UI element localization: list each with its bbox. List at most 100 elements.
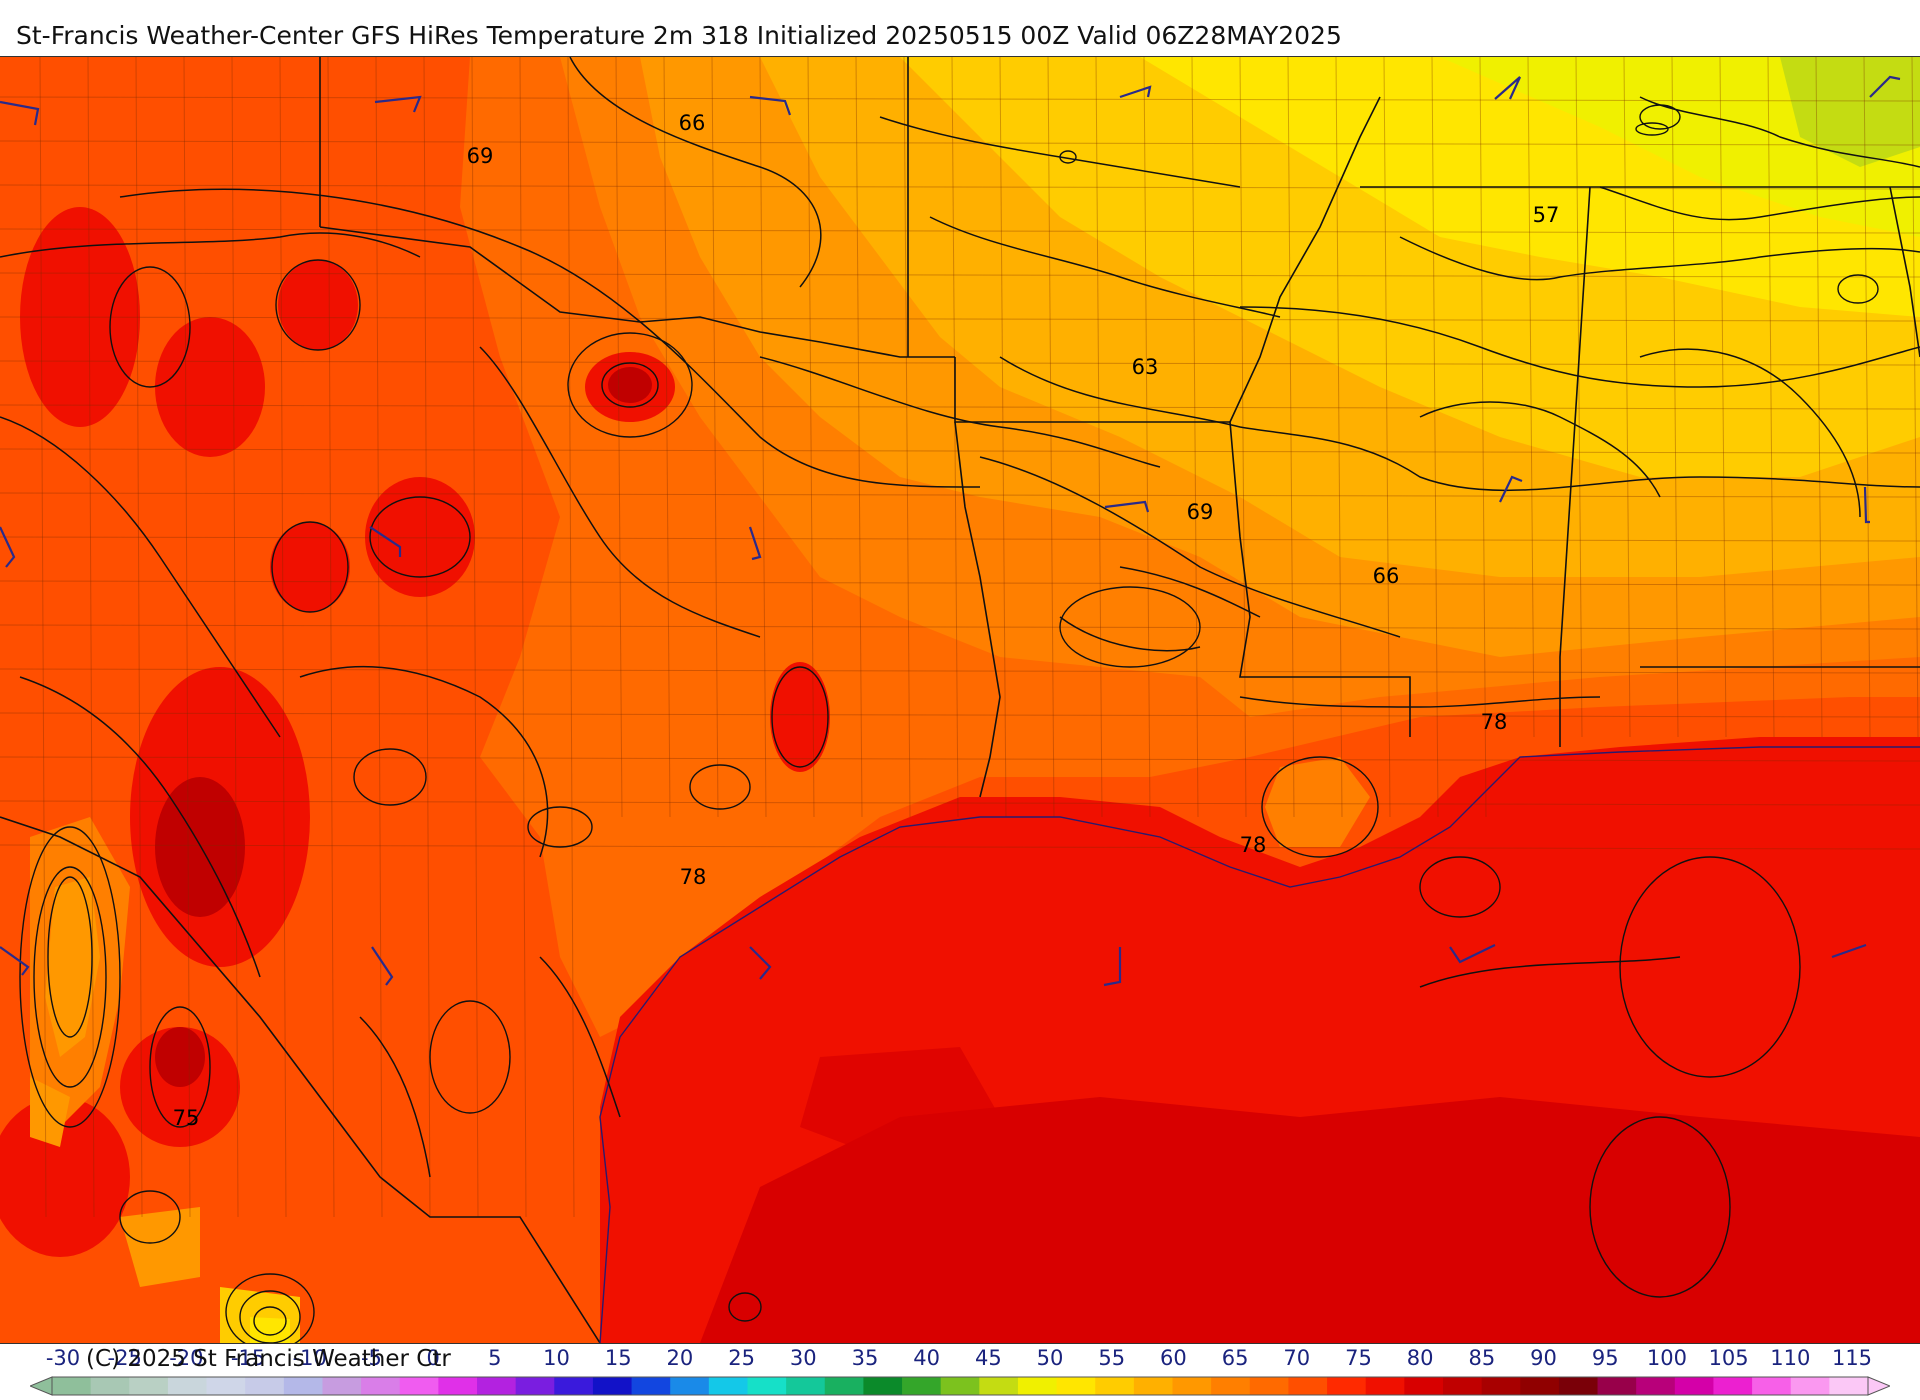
- colorbar-swatch: [1790, 1377, 1830, 1395]
- colorbar-swatch: [1442, 1377, 1483, 1395]
- colorbar-swatch: [90, 1377, 130, 1395]
- legend-tick-label: 80: [1406, 1346, 1434, 1370]
- legend-tick-label: 25: [728, 1346, 755, 1370]
- colorbar-swatch: [786, 1377, 826, 1395]
- colorbar-border: [51, 1376, 1869, 1396]
- state-borders: [0, 57, 1920, 1343]
- legend-tick-label: -30: [45, 1346, 81, 1370]
- gulf-deep-patch-2: [800, 1047, 1000, 1157]
- colorbar-swatch: [52, 1377, 92, 1395]
- contour-label: 78: [680, 865, 707, 889]
- colorbar-swatch: [1095, 1377, 1135, 1395]
- contour-label: 69: [1187, 500, 1214, 524]
- colorbar-swatch: [361, 1377, 401, 1395]
- legend-tick-label: 90: [1530, 1346, 1557, 1370]
- colorbar-swatch: [670, 1377, 710, 1395]
- colorbar-swatch: [245, 1377, 285, 1395]
- colorbar-swatch: [283, 1377, 323, 1395]
- legend-tick-label: 40: [913, 1346, 941, 1370]
- legend-tick-label: 30: [789, 1346, 817, 1370]
- colorbar-swatch: [322, 1377, 362, 1395]
- contour-label: 69: [467, 144, 494, 168]
- legend: -30 -25 -20 -15 -10 -5 0 5 10 15 20 25 30 35 40 45 50 55 6…: [0, 1342, 1920, 1400]
- colorbar-high-arrow: [1867, 1376, 1890, 1396]
- colorbar-swatch: [1713, 1377, 1753, 1395]
- colorbar-swatch: [1172, 1377, 1212, 1395]
- legend-tick-label: 110: [1770, 1346, 1811, 1370]
- colorbar-swatch: [438, 1377, 478, 1395]
- temperature-map[interactable]: 66 69 57 63 69 66 78 78 78 75: [0, 56, 1920, 1344]
- colorbar-swatch: [1133, 1377, 1174, 1395]
- colorbar-swatch: [824, 1377, 864, 1395]
- legend-tick-label: -25: [107, 1346, 142, 1370]
- colorbar-swatch: [1520, 1377, 1560, 1395]
- colorbar-swatch: [515, 1377, 555, 1395]
- legend-tick-labels: -30 -25 -20 -15 -10 -5 0 5 10 15 20 25 30 35 40 45 50 55 6…: [0, 1342, 1920, 1374]
- legend-tick-label: 35: [851, 1346, 879, 1370]
- map-canvas: 66 69 57 63 69 66 78 78 78 75: [0, 57, 1920, 1343]
- legend-tick-label: 85: [1468, 1346, 1496, 1370]
- colorbar-swatch: [1481, 1377, 1521, 1395]
- colorbar-swatch: [554, 1377, 594, 1395]
- colorbar-swatch: [1288, 1377, 1328, 1395]
- colorbar-swatch: [206, 1377, 246, 1395]
- legend-tick-label: 20: [666, 1346, 694, 1370]
- colorbar-swatch: [1404, 1377, 1444, 1395]
- color-scale-bar: [30, 1376, 1890, 1396]
- legend-tick-label: 115: [1831, 1346, 1873, 1370]
- colorbar-swatch: [1365, 1377, 1405, 1395]
- colorbar-swatch: [940, 1377, 980, 1395]
- colorbar-swatch: [902, 1377, 942, 1395]
- colorbar-swatch: [979, 1377, 1019, 1395]
- gulf-deep-patch: [700, 1097, 1920, 1343]
- contour-label: 66: [1373, 564, 1400, 588]
- colorbar-swatch: [129, 1377, 169, 1395]
- cool-pockets: [30, 817, 300, 1343]
- contour-label: 75: [173, 1106, 200, 1130]
- contour-label: 57: [1533, 203, 1560, 227]
- colorbar-swatch: [1056, 1377, 1096, 1395]
- colorbar-swatch: [747, 1377, 787, 1395]
- colorbar-swatch: [167, 1377, 208, 1395]
- colorbar-swatch: [1211, 1377, 1251, 1395]
- legend-tick-label: 95: [1591, 1346, 1619, 1370]
- legend-tick-label: 10: [543, 1346, 570, 1370]
- map-title: St-Francis Weather-Center GFS HiRes Temp…: [16, 21, 1342, 50]
- colorbar-swatch: [631, 1377, 671, 1395]
- coastal-cool-pocket: [1265, 757, 1370, 847]
- legend-tick-label: -20: [169, 1346, 204, 1370]
- legend-tick-label: 100: [1646, 1346, 1687, 1370]
- legend-tick-label: 45: [974, 1346, 1002, 1370]
- legend-tick-label: 105: [1708, 1346, 1749, 1370]
- legend-tick-label: 70: [1283, 1346, 1311, 1370]
- contour-label: 63: [1132, 355, 1159, 379]
- colorbar-swatch: [863, 1377, 903, 1395]
- contour-label: 66: [679, 111, 706, 135]
- colorbar-swatch: [1674, 1377, 1714, 1395]
- legend-tick-label: 65: [1221, 1346, 1249, 1370]
- legend-tick-label: 15: [604, 1346, 632, 1370]
- legend-tick-label: -15: [230, 1346, 266, 1370]
- colorbar-swatch: [1327, 1377, 1367, 1395]
- coastline: [599, 746, 1920, 1343]
- colorbar-swatch: [399, 1377, 439, 1395]
- legend-tick-label: -10: [292, 1346, 327, 1370]
- colorbar-swatch: [1752, 1377, 1792, 1395]
- colorbar-swatch: [1558, 1377, 1599, 1395]
- contour-label-group: 66 69 57 63 69 66 78 78 78 75: [173, 111, 1560, 1130]
- colorbar-swatch: [1249, 1377, 1289, 1395]
- colorbar-low-arrow: [30, 1376, 53, 1396]
- colorbar-swatch: [477, 1377, 517, 1395]
- isotherms: [0, 57, 1920, 1178]
- colorbar-swatch: [1636, 1377, 1676, 1395]
- colorbar-swatch: [708, 1377, 748, 1395]
- legend-tick-label: -5: [360, 1346, 382, 1370]
- contour-label: 78: [1481, 710, 1508, 734]
- legend-tick-label: 55: [1098, 1346, 1126, 1370]
- legend-tick-label: 5: [488, 1346, 502, 1370]
- legend-tick-label: 0: [426, 1346, 440, 1370]
- copyright-text: (C) 2025 St Francis Weather Ctr: [86, 1346, 451, 1372]
- contour-label: 78: [1240, 833, 1267, 857]
- colorbar-swatch: [1829, 1377, 1869, 1395]
- colorbar-swatch: [592, 1377, 633, 1395]
